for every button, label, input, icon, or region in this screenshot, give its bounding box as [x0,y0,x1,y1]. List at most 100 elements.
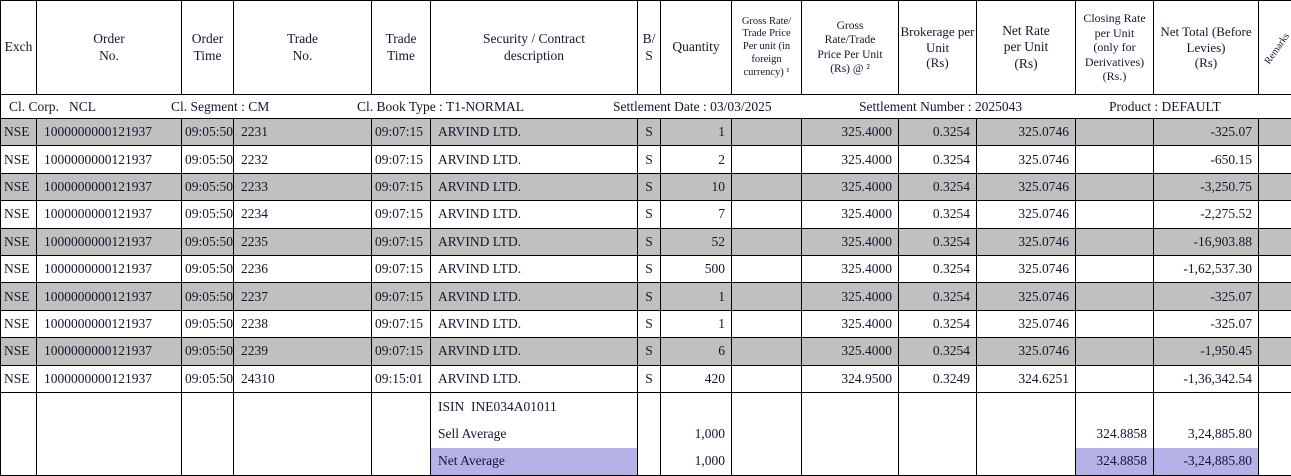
cl-corp-value: Cl. Corp. NCL [9,98,97,114]
table-row: NSE 1000000000121937 09:05:50 2233 09:07:15 A… [0,172,1291,202]
cell-net-rate: 325.0746 [976,254,1076,284]
col-header-gross-rate-foreign: Gross Rate/ Trade Price Per unit (in for… [731,0,802,95]
cell-trade-time: 09:07:15 [371,282,431,311]
cell-security: ARVIND LTD. [430,309,638,339]
cell-gross-rate-foreign [731,145,802,174]
summary-cell-closing-rate: 324.8858 [1075,420,1154,448]
cell-closing-rate [1075,227,1154,256]
cell-quantity: 500 [660,254,732,284]
summary-cell-brokerage [898,447,977,476]
cell-gross-rate-foreign [731,172,802,202]
summary-cell-brokerage [898,392,977,421]
cell-net-rate: 325.0746 [976,145,1076,174]
cell-security: ARVIND LTD. [430,117,638,147]
column-header-row: Exch Order No. Order Time Trade No. Trad… [0,0,1291,95]
cell-closing-rate [1075,364,1154,393]
summary-cell-gross-rate-foreign [731,392,802,421]
cell-order-no: 1000000000121937 [36,364,182,393]
cell-buy-sell: S [637,309,661,339]
cell-security: ARVIND LTD. [430,227,638,256]
cell-trade-no: 2231 [233,117,372,147]
table-row: NSE 1000000000121937 09:05:50 2236 09:07:15 A… [0,254,1291,284]
cell-trade-time: 09:07:15 [371,117,431,147]
cell-order-time: 09:05:50 [181,309,234,339]
settlement-date-value: Settlement Date : 03/03/2025 [613,98,772,114]
cell-gross-rate-rs: 325.4000 [801,117,899,147]
cell-quantity: 6 [660,337,732,366]
cell-closing-rate [1075,254,1154,284]
cell-net-total: -325.07 [1153,282,1259,311]
cell-closing-rate [1075,337,1154,366]
summary-cell-gross-rate-foreign [731,420,802,448]
cell-net-rate: 325.0746 [976,227,1076,256]
cell-exch: NSE [0,172,37,202]
cell-brokerage: 0.3249 [898,364,977,393]
settlement-info-row: Cl. Corp. NCL Cl. Segment : CM Cl. Book … [0,94,1291,119]
cell-trade-time: 09:07:15 [371,145,431,174]
cell-net-total: -650.15 [1153,145,1259,174]
cell-gross-rate-rs: 325.4000 [801,200,899,229]
cell-gross-rate-foreign [731,200,802,229]
summary-cell-trade-no [233,447,372,476]
cell-order-no: 1000000000121937 [36,227,182,256]
table-row: NSE 1000000000121937 09:05:50 2239 09:07:15 A… [0,337,1291,366]
summary-cell-order-time [181,447,234,476]
summary-cell-net-rate [976,420,1076,448]
cell-trade-no: 2238 [233,309,372,339]
cell-gross-rate-foreign [731,227,802,256]
cell-trade-no: 2236 [233,254,372,284]
cell-security: ARVIND LTD. [430,254,638,284]
cell-buy-sell: S [637,364,661,393]
cell-security: ARVIND LTD. [430,282,638,311]
cell-closing-rate [1075,200,1154,229]
cell-trade-time: 09:07:15 [371,254,431,284]
col-header-security: Security / Contract description [430,0,638,95]
cell-exch: NSE [0,309,37,339]
summary-cell-buy-sell [637,420,661,448]
cell-order-no: 1000000000121937 [36,282,182,311]
cell-net-total: -325.07 [1153,309,1259,339]
cell-gross-rate-foreign [731,254,802,284]
summary-cell-closing-rate [1075,392,1154,421]
cell-quantity: 420 [660,364,732,393]
cell-brokerage: 0.3254 [898,254,977,284]
cell-closing-rate [1075,282,1154,311]
summary-cell-trade-time [371,420,431,448]
cell-net-rate: 325.0746 [976,282,1076,311]
cell-net-total: -3,250.75 [1153,172,1259,202]
summary-cell-net-rate [976,447,1076,476]
summary-cell-gross-rate-rs [801,392,899,421]
cell-closing-rate [1075,309,1154,339]
cell-net-total: -2,275.52 [1153,200,1259,229]
cell-security: ARVIND LTD. [430,364,638,393]
cell-quantity: 52 [660,227,732,256]
summary-cell-exch [0,392,37,421]
cell-order-no: 1000000000121937 [36,254,182,284]
summary-cell-net-total [1153,392,1259,421]
cell-buy-sell: S [637,200,661,229]
table-row: NSE 1000000000121937 09:05:50 2235 09:07:15 A… [0,227,1291,256]
cell-remarks [1258,364,1291,393]
cell-gross-rate-rs: 325.4000 [801,172,899,202]
cell-order-time: 09:05:50 [181,200,234,229]
cell-trade-time: 09:15:01 [371,364,431,393]
cell-trade-time: 09:07:15 [371,227,431,256]
cell-gross-rate-rs: 325.4000 [801,254,899,284]
col-header-closing-rate: Closing Rate per Unit (only for Derivati… [1075,0,1154,95]
cell-order-time: 09:05:50 [181,282,234,311]
cell-brokerage: 0.3254 [898,117,977,147]
summary-cell-quantity: 1,000 [660,447,732,476]
cell-exch: NSE [0,364,37,393]
cell-trade-no: 2233 [233,172,372,202]
col-header-brokerage: Brokerage per Unit (Rs) [898,0,977,95]
cell-buy-sell: S [637,117,661,147]
summary-cell-remarks [1258,392,1291,421]
table-row: NSE 1000000000121937 09:05:50 2234 09:07:15 A… [0,200,1291,229]
cell-buy-sell: S [637,145,661,174]
col-header-trade-time: Trade Time [371,0,431,95]
cell-gross-rate-foreign [731,337,802,366]
summary-cell-brokerage [898,420,977,448]
col-header-order-no: Order No. [36,0,182,95]
cell-quantity: 7 [660,200,732,229]
cell-security: ARVIND LTD. [430,172,638,202]
